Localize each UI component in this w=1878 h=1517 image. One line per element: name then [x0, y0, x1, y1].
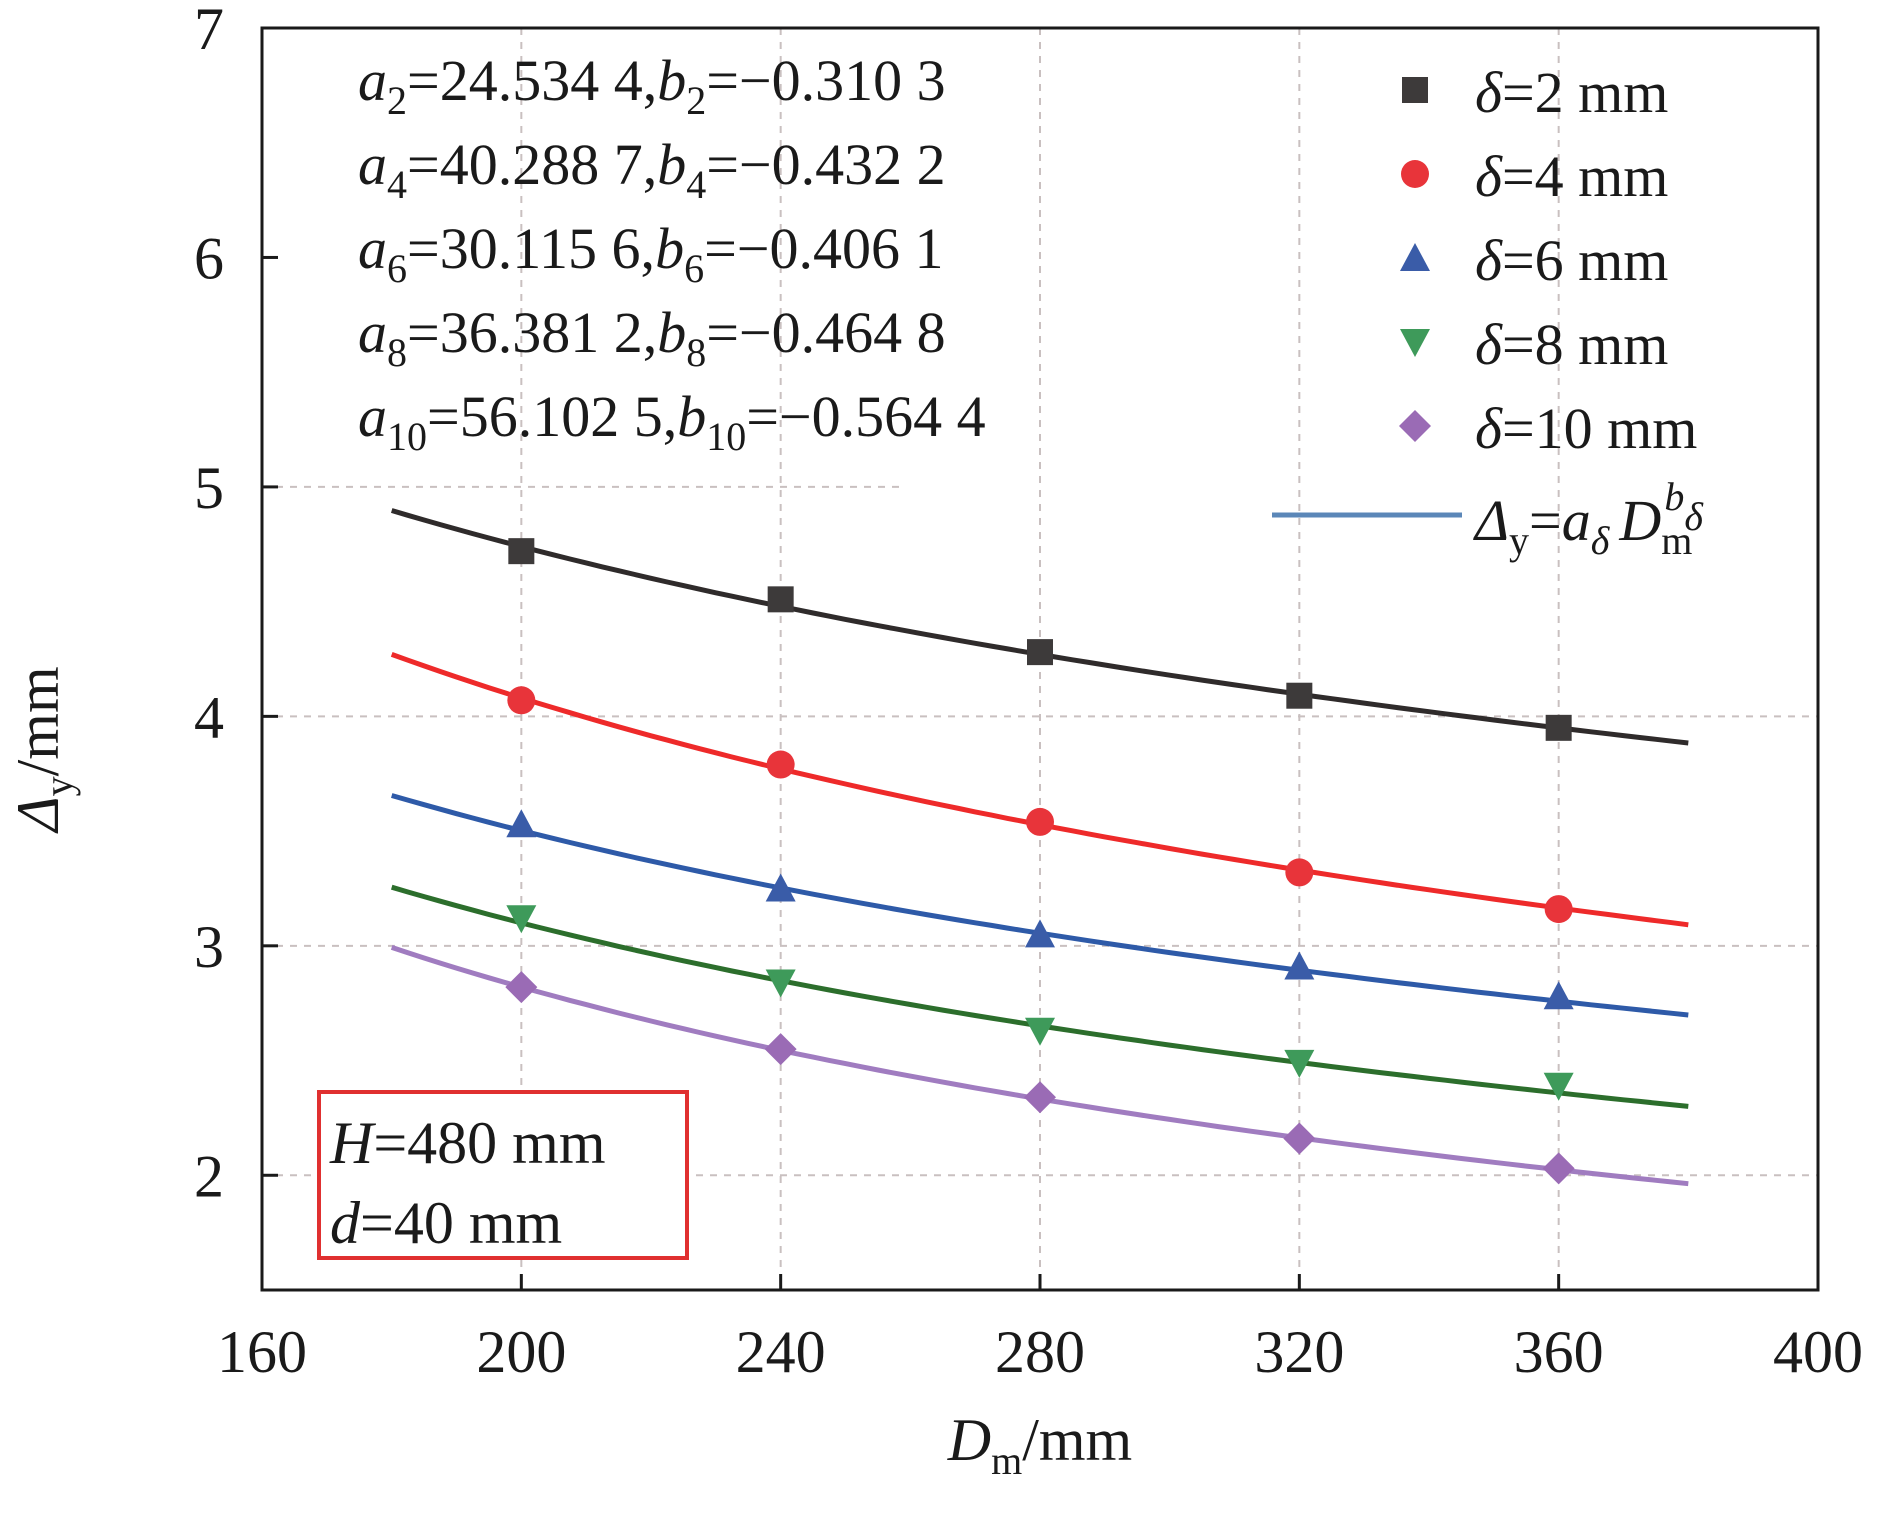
data-point: [506, 905, 537, 934]
x-tick-label: 360: [1514, 1319, 1604, 1385]
y-axis-title: Δy/mm: [5, 666, 81, 833]
data-point: [1284, 951, 1315, 980]
fit-legend: Δy=aδ Dmbδ: [1272, 474, 1704, 563]
legend-marker: [1399, 410, 1431, 442]
y-tick-label: 2: [194, 1143, 224, 1209]
x-tick-label: 400: [1773, 1319, 1863, 1385]
y-tick-label: 6: [194, 225, 224, 291]
data-point: [1543, 981, 1574, 1010]
fit-parameter-line: a8=36.381 2,b8=−0.464 8: [358, 300, 946, 375]
legend-label: δ=8 mm: [1475, 312, 1668, 377]
legend-label: δ=6 mm: [1475, 228, 1668, 293]
fit-parameter-line: a4=40.288 7,b4=−0.432 2: [358, 132, 946, 207]
legend-label: δ=2 mm: [1475, 60, 1668, 125]
legend-label: δ=10 mm: [1475, 396, 1697, 461]
x-tick-label: 160: [217, 1319, 307, 1385]
data-point: [765, 873, 796, 902]
data-point: [1284, 1049, 1315, 1078]
data-point: [507, 686, 536, 715]
fit-parameters-annotation: a2=24.534 4,b2=−0.310 3 a4=40.288 7,b4=−0…: [358, 48, 986, 459]
data-point: [766, 750, 795, 779]
legend-label: δ=4 mm: [1475, 144, 1668, 209]
data-point: [1027, 639, 1053, 666]
data-point: [506, 809, 537, 838]
data-point: [1026, 807, 1054, 836]
conditions-box-border: [317, 1090, 689, 1260]
data-point: [1024, 1081, 1056, 1114]
data-point: [1542, 1152, 1575, 1185]
data-point: [765, 969, 796, 998]
data-point: [1544, 895, 1573, 924]
data-point: [764, 1033, 797, 1066]
data-point: [1545, 714, 1572, 741]
x-tick-label: 320: [1254, 1319, 1344, 1385]
conditions-box: H=480 mm d=40 mm: [317, 1090, 689, 1260]
data-point: [1283, 1122, 1316, 1155]
data-point: [1285, 858, 1314, 887]
data-markers: [505, 538, 1575, 1185]
fit-legend-label: Δy=aδ Dmbδ: [1473, 474, 1704, 563]
legend-marker: [1400, 243, 1430, 271]
x-tick-label: 200: [476, 1319, 566, 1385]
condition-diameter: d=40 mm: [330, 1190, 562, 1256]
data-point: [1025, 1017, 1055, 1046]
x-tick-label: 240: [736, 1319, 826, 1385]
data-point: [505, 971, 538, 1004]
legend-marker: [1401, 160, 1429, 188]
fit-parameter-line: a10=56.102 5,b10=−0.564 4: [358, 384, 986, 459]
axis-ticks: 160 200 240 280 320 360 400 2 3 4 5 6 7: [194, 0, 1863, 1385]
data-point: [1543, 1072, 1574, 1101]
y-tick-label: 4: [194, 684, 224, 750]
condition-height: H=480 mm: [329, 1110, 606, 1176]
y-tick-label: 5: [194, 455, 224, 521]
x-tick-label: 280: [995, 1319, 1085, 1385]
y-tick-label: 7: [194, 0, 224, 62]
data-point: [1025, 919, 1055, 948]
fit-parameter-line: a2=24.534 4,b2=−0.310 3: [358, 48, 946, 123]
data-point: [508, 538, 535, 565]
data-point: [1286, 682, 1313, 709]
x-axis-title: Dm/mm: [947, 1407, 1132, 1483]
data-point: [767, 586, 794, 613]
legend-marker: [1400, 329, 1430, 357]
legend: δ=2 mm δ=4 mm δ=6 mm δ=8 mm δ=10 mm: [1399, 60, 1697, 461]
legend-marker: [1402, 77, 1428, 103]
fit-parameter-line: a6=30.115 6,b6=−0.406 1: [358, 216, 943, 291]
y-tick-label: 3: [194, 914, 224, 980]
